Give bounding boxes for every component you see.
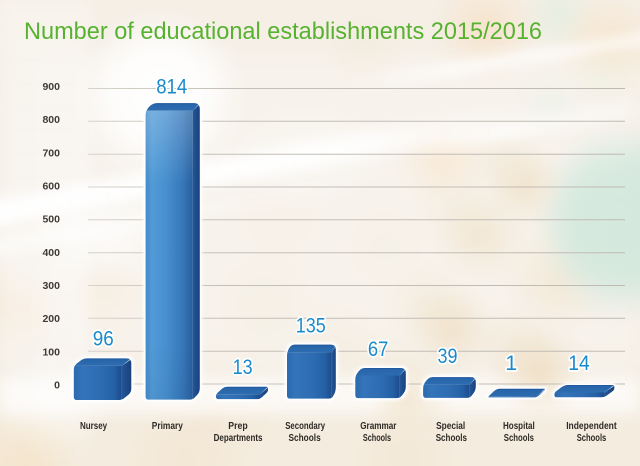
svg-text:96: 96 [93,326,114,350]
svg-text:39: 39 [438,344,458,368]
svg-text:Departments: Departments [214,433,263,444]
svg-text:400: 400 [42,247,60,259]
svg-text:200: 200 [42,313,60,325]
svg-text:800: 800 [42,114,60,126]
svg-text:300: 300 [42,280,60,292]
svg-text:13: 13 [233,355,253,379]
svg-text:Schools: Schools [577,433,607,444]
svg-text:100: 100 [42,346,60,358]
svg-text:Special: Special [436,421,465,432]
svg-text:Secondary: Secondary [285,421,325,432]
svg-text:Schools: Schools [504,433,534,444]
svg-text:Independent: Independent [566,421,617,432]
svg-text:Number of educational establis: Number of educational establishments 201… [24,18,542,45]
svg-text:Grammar: Grammar [360,421,396,432]
svg-text:Nursey: Nursey [80,421,107,432]
svg-text:500: 500 [42,214,60,226]
svg-text:Hospital: Hospital [503,421,535,432]
svg-text:814: 814 [156,74,187,98]
svg-text:0: 0 [54,380,60,392]
svg-text:600: 600 [42,181,60,193]
svg-text:67: 67 [368,337,389,361]
svg-text:14: 14 [568,351,590,375]
svg-text:1: 1 [505,351,517,375]
svg-text:Schools: Schools [363,433,391,444]
svg-text:Primary: Primary [152,421,183,432]
svg-text:Schools: Schools [436,433,467,444]
svg-text:900: 900 [42,81,60,93]
svg-text:135: 135 [296,314,326,338]
svg-text:Schools: Schools [289,433,321,444]
svg-text:Prep: Prep [228,421,247,432]
svg-text:700: 700 [42,147,60,159]
